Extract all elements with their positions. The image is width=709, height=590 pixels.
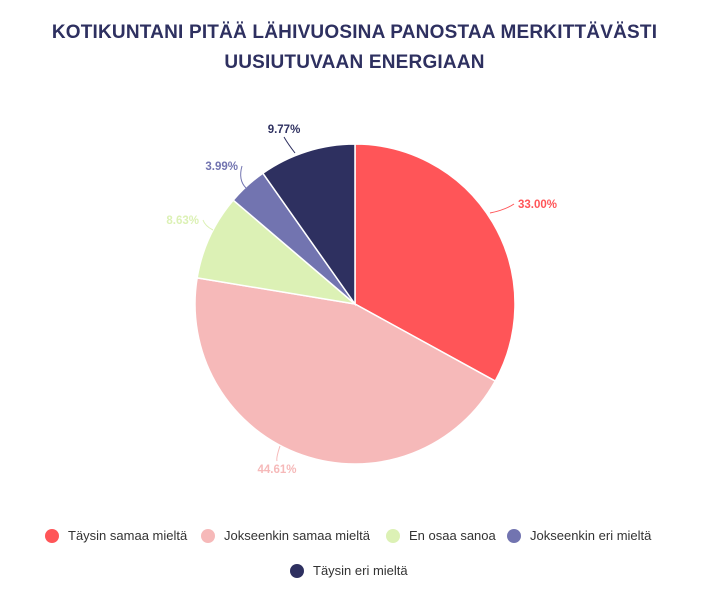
legend-label-5: Täysin eri mieltä — [313, 563, 408, 578]
legend-item-2: Jokseenkin samaa mieltä — [201, 528, 370, 543]
leader-line-2 — [276, 445, 281, 462]
leader-line-4 — [240, 165, 247, 189]
legend-label-2: Jokseenkin samaa mieltä — [224, 528, 370, 543]
legend-label-3: En osaa sanoa — [409, 528, 496, 543]
data-label-5: 9.77% — [268, 124, 301, 136]
data-label-2: 44.61% — [257, 464, 296, 476]
legend-item-4: Jokseenkin eri mieltä — [507, 528, 651, 543]
leader-line-5 — [283, 136, 296, 154]
leader-line-1 — [489, 203, 515, 214]
legend-swatch-4 — [507, 528, 521, 543]
leader-line-3 — [202, 219, 214, 231]
data-label-1: 33.00% — [518, 199, 557, 211]
legend-swatch-2 — [201, 528, 215, 543]
legend-swatch-3 — [386, 528, 400, 543]
legend-label-1: Täysin samaa mieltä — [68, 528, 188, 543]
data-label-4: 3.99% — [205, 161, 238, 173]
pie-slice-3 — [196, 199, 358, 306]
legend-swatch-1 — [45, 528, 59, 543]
chart-title: KOTIKUNTANI PITÄÄ LÄHIVUOSINA PANOSTAA M… — [0, 18, 709, 78]
legend-item-1: Täysin samaa mieltä — [45, 528, 187, 543]
legend-swatch-5 — [290, 563, 304, 578]
pie-slice-1 — [354, 143, 516, 383]
chart-title-line-2: UUSIUTUVAAN ENERGIAAN — [224, 52, 485, 73]
legend-item-3: En osaa sanoa — [386, 528, 496, 543]
legend-item-5: Täysin eri mieltä — [290, 563, 408, 578]
data-label-3: 8.63% — [166, 215, 199, 227]
legend-label-4: Jokseenkin eri mieltä — [530, 528, 652, 543]
chart-title-line-1: KOTIKUNTANI PITÄÄ LÄHIVUOSINA PANOSTAA M… — [51, 22, 658, 43]
pie-slice-5 — [261, 143, 356, 307]
pie-slice-2 — [194, 277, 497, 465]
